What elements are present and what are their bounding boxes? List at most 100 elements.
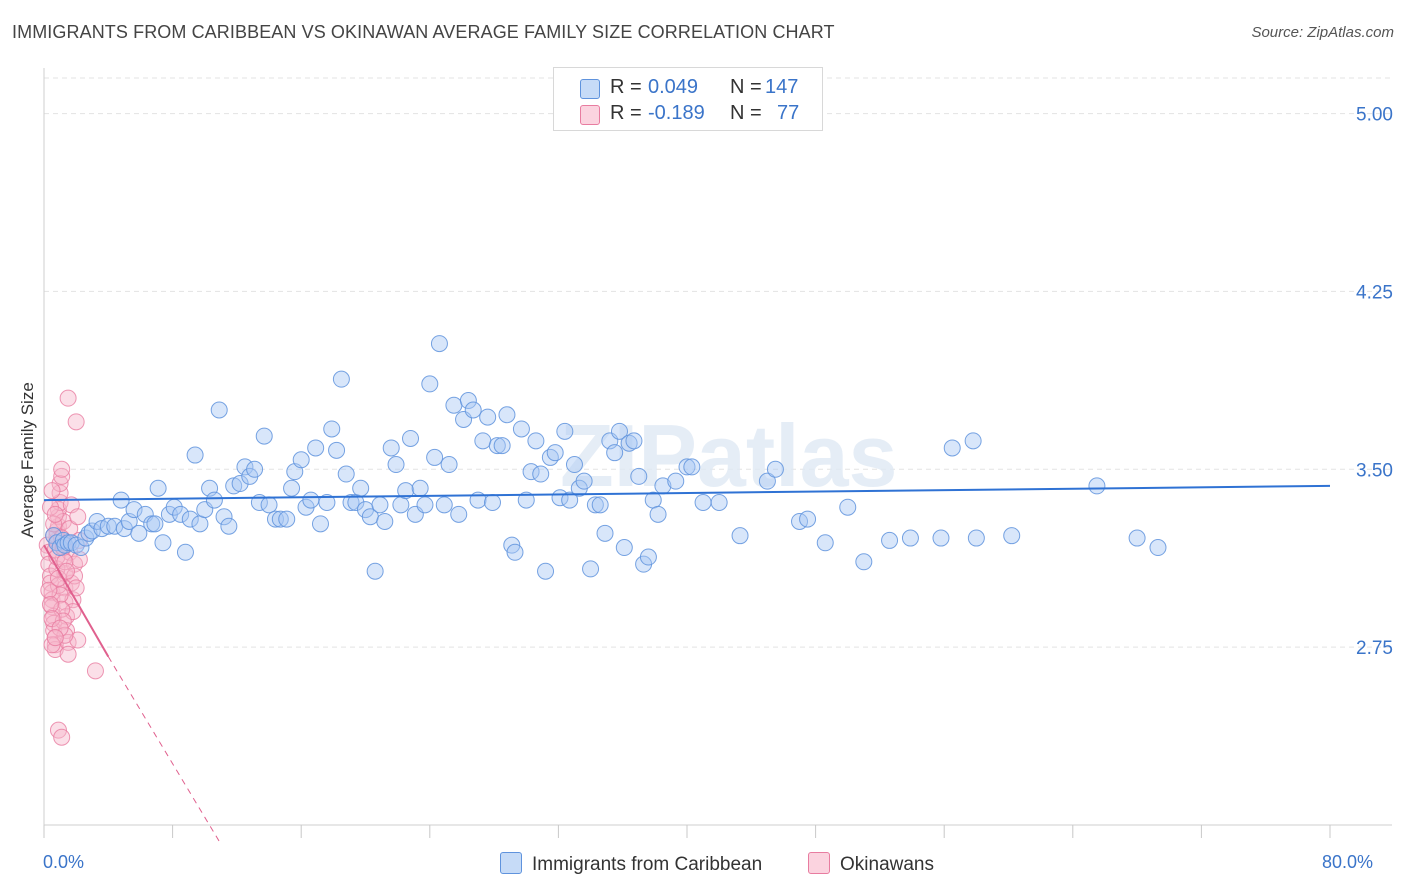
okinawans-point <box>69 508 87 526</box>
caribbean-point <box>839 498 857 516</box>
r-value: -0.189 <box>648 102 705 124</box>
y-tick-labels: 2.75 3.50 4.25 5.00 <box>1356 105 1393 660</box>
caribbean-point <box>382 439 400 457</box>
caribbean-point <box>366 562 384 580</box>
axis-layer <box>43 68 1392 838</box>
r-value: 0.049 <box>648 76 699 98</box>
caribbean-point <box>278 510 296 528</box>
watermark: ZIPatlas <box>560 406 897 505</box>
okinawans-point <box>53 728 71 746</box>
caribbean-point <box>964 432 982 450</box>
caribbean-point <box>421 375 439 393</box>
okinawans-point <box>69 631 87 649</box>
y-tick-label: 4.25 <box>1356 282 1393 303</box>
caribbean-trend-line <box>43 484 1331 502</box>
caribbean-point <box>392 496 410 514</box>
caribbean-point <box>80 524 98 542</box>
caribbean-point <box>328 441 346 459</box>
caribbean-point <box>731 527 749 545</box>
caribbean-point <box>236 458 254 476</box>
caribbean-point <box>758 472 776 490</box>
caribbean-point <box>337 465 355 483</box>
caribbean-point <box>881 531 899 549</box>
caribbean-point <box>387 456 405 474</box>
caribbean-point <box>440 456 458 474</box>
caribbean-point <box>575 472 593 490</box>
caribbean-point <box>474 432 492 450</box>
legend-label-caribbean: Immigrants from Caribbean <box>532 854 763 875</box>
n-label: N = <box>730 76 762 98</box>
caribbean-point <box>766 460 784 478</box>
caribbean-point <box>582 560 600 578</box>
okinawans-point <box>59 645 77 663</box>
caribbean-point <box>225 477 243 495</box>
caribbean-point <box>532 465 550 483</box>
caribbean-point <box>678 458 696 476</box>
y-tick-label: 2.75 <box>1356 638 1393 659</box>
caribbean-point <box>506 543 524 561</box>
caribbean-point <box>517 491 535 509</box>
caribbean-point <box>146 515 164 533</box>
grid-layer <box>44 77 1394 648</box>
caribbean-point <box>816 534 834 552</box>
n-value: 77 <box>777 102 800 124</box>
caribbean-point <box>83 522 101 540</box>
caribbean-point <box>416 496 434 514</box>
caribbean-swatch <box>580 79 600 99</box>
caribbean-point <box>615 539 633 557</box>
caribbean-point <box>683 458 701 476</box>
caribbean-point <box>411 479 429 497</box>
r-label: R = <box>610 102 642 124</box>
caribbean-point <box>541 448 559 466</box>
okinawans-point <box>67 413 85 431</box>
caribbean-point <box>77 529 95 547</box>
caribbean-point <box>323 420 341 438</box>
legend-item-okinawans: Okinawans <box>808 852 934 876</box>
source-label: Source: ZipAtlas.com <box>1251 24 1394 41</box>
caribbean-point <box>172 505 190 523</box>
caribbean-point <box>283 479 301 497</box>
caribbean-point <box>191 515 209 533</box>
caribbean-point <box>302 491 320 509</box>
x-tick-label-max: 80.0% <box>1322 852 1374 872</box>
caribbean-point <box>130 524 148 542</box>
caribbean-point <box>292 451 310 469</box>
okinawans-point <box>41 595 59 613</box>
caribbean-point <box>667 472 685 490</box>
caribbean-point <box>186 446 204 464</box>
okinawans-point <box>46 641 64 659</box>
caribbean-point <box>932 529 950 547</box>
caribbean-point <box>271 510 289 528</box>
caribbean-point <box>125 501 143 519</box>
caribbean-point <box>307 439 325 457</box>
caribbean-point <box>445 396 463 414</box>
caribbean-point <box>639 548 657 566</box>
caribbean-point <box>527 432 545 450</box>
caribbean-point <box>630 467 648 485</box>
caribbean-point <box>537 562 555 580</box>
caribbean-legend-swatch <box>500 852 522 874</box>
caribbean-point <box>426 448 444 466</box>
r-label: R = <box>610 76 642 98</box>
caribbean-point <box>591 496 609 514</box>
okinawans-point <box>67 579 85 597</box>
okinawans-point <box>46 629 64 647</box>
caribbean-point <box>493 437 511 455</box>
caribbean-point <box>205 491 223 509</box>
caribbean-point <box>450 505 468 523</box>
okinawans-point <box>43 482 61 500</box>
caribbean-point <box>255 427 273 445</box>
caribbean-point <box>1128 529 1146 547</box>
caribbean-point <box>488 437 506 455</box>
okinawans-point <box>86 662 104 680</box>
caribbean-point <box>464 401 482 419</box>
caribbean-point <box>67 536 85 554</box>
okinawans-point <box>53 460 71 478</box>
trend-lines <box>43 484 1331 845</box>
caribbean-point <box>430 335 448 353</box>
caribbean-point <box>855 553 873 571</box>
caribbean-point <box>176 543 194 561</box>
caribbean-point <box>625 432 643 450</box>
legend-label-okinawans: Okinawans <box>840 854 934 875</box>
caribbean-point <box>556 422 574 440</box>
